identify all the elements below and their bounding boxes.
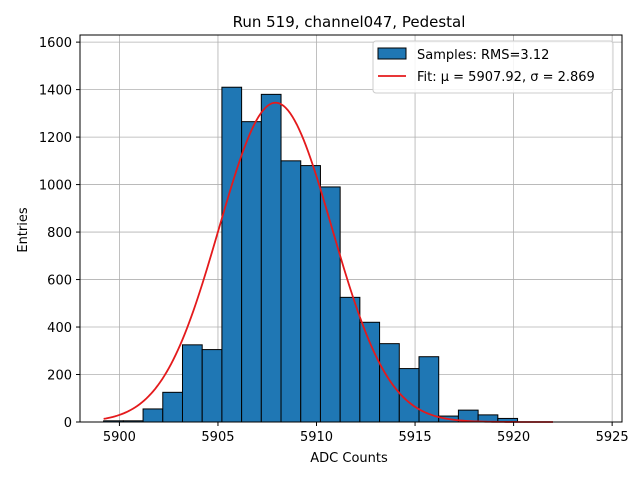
histogram-bar <box>280 160 302 423</box>
histogram-bar <box>418 356 440 423</box>
y-axis-label: Entries <box>16 207 31 253</box>
x-tick-label: 5910 <box>300 430 333 445</box>
legend-swatch-histogram <box>377 47 407 60</box>
y-tick-label: 400 <box>47 321 72 336</box>
y-tick-label: 800 <box>47 226 72 241</box>
y-tick-label: 1400 <box>39 84 72 99</box>
x-axis-ticks: 5900 5905 5910 5915 5920 5925 <box>103 422 629 445</box>
histogram-bar <box>221 86 243 423</box>
y-tick-label: 1200 <box>39 131 72 146</box>
histogram-bar <box>241 121 262 423</box>
x-tick-label: 5920 <box>497 430 530 445</box>
x-tick-label: 5915 <box>399 430 432 445</box>
histogram-bar <box>359 321 381 423</box>
histogram-bar <box>162 391 183 423</box>
y-tick-label: 1000 <box>39 179 72 194</box>
histogram-bar <box>300 165 321 423</box>
histogram-bar <box>339 296 361 423</box>
y-tick-label: 1600 <box>39 36 72 51</box>
legend-box <box>372 40 614 94</box>
x-tick-label: 5905 <box>201 430 234 445</box>
x-axis-label: ADC Counts <box>310 451 388 466</box>
x-tick-label: 5900 <box>103 430 136 445</box>
plot-frame <box>79 34 623 423</box>
histogram-bar <box>379 343 400 423</box>
legend: Samples: RMS=3.12 Fit: μ = 5907.92, σ = … <box>372 40 614 94</box>
legend-label-histogram: Samples: RMS=3.12 <box>417 48 549 63</box>
histogram-bar <box>260 93 282 423</box>
histogram-bar <box>201 349 223 423</box>
y-axis-ticks: 0 200 400 600 800 1000 1200 1400 1600 <box>39 36 80 431</box>
y-tick-label: 0 <box>64 416 72 431</box>
histogram-bar <box>142 408 164 423</box>
histogram-bars <box>103 86 519 423</box>
y-tick-label: 600 <box>47 274 72 289</box>
y-tick-label: 200 <box>47 369 72 384</box>
fit-curve <box>103 101 554 423</box>
legend-label-fit: Fit: μ = 5907.92, σ = 2.869 <box>417 70 595 85</box>
chart-title: Run 519, channel047, Pedestal <box>233 13 466 31</box>
histogram-bar <box>181 344 203 423</box>
x-tick-label: 5925 <box>596 430 629 445</box>
